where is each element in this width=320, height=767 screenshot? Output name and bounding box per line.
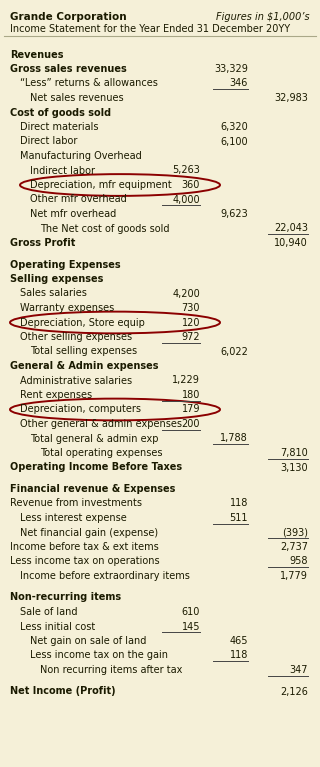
Text: 1,779: 1,779 (280, 571, 308, 581)
Text: Total operating expenses: Total operating expenses (40, 448, 163, 458)
Text: Gross Profit: Gross Profit (10, 238, 76, 248)
Text: Operating Income Before Taxes: Operating Income Before Taxes (10, 463, 182, 472)
Text: 972: 972 (181, 332, 200, 342)
Text: “Less” returns & allowances: “Less” returns & allowances (20, 78, 158, 88)
Text: Net gain on sale of land: Net gain on sale of land (30, 636, 146, 646)
Text: 120: 120 (181, 318, 200, 328)
Text: Financial revenue & Expenses: Financial revenue & Expenses (10, 484, 175, 494)
Text: Non-recurring items: Non-recurring items (10, 592, 121, 603)
Text: 610: 610 (182, 607, 200, 617)
Text: Direct labor: Direct labor (20, 137, 77, 146)
Text: Net financial gain (expense): Net financial gain (expense) (20, 528, 158, 538)
Text: Depreciation, mfr equipment: Depreciation, mfr equipment (30, 180, 172, 190)
Text: Sales salaries: Sales salaries (20, 288, 87, 298)
Text: 10,940: 10,940 (274, 238, 308, 248)
Text: Less interest expense: Less interest expense (20, 513, 127, 523)
Text: Direct materials: Direct materials (20, 122, 99, 132)
Text: 179: 179 (181, 404, 200, 414)
Text: Warranty expenses: Warranty expenses (20, 303, 114, 313)
Text: Grande Corporation: Grande Corporation (10, 12, 127, 22)
Text: Revenue from investments: Revenue from investments (10, 499, 142, 509)
Text: Revenues: Revenues (10, 50, 63, 60)
Text: Other selling expenses: Other selling expenses (20, 332, 132, 342)
Text: 145: 145 (181, 621, 200, 631)
Text: Non recurring items after tax: Non recurring items after tax (40, 665, 182, 675)
Text: Less income tax on operations: Less income tax on operations (10, 557, 160, 567)
Text: 7,810: 7,810 (280, 448, 308, 458)
Text: Depreciation, Store equip: Depreciation, Store equip (20, 318, 145, 328)
Text: Income before tax & ext items: Income before tax & ext items (10, 542, 159, 552)
Text: 3,130: 3,130 (280, 463, 308, 472)
Text: 32,983: 32,983 (274, 93, 308, 103)
Text: General & Admin expenses: General & Admin expenses (10, 361, 158, 371)
Text: 360: 360 (182, 180, 200, 190)
Text: (393): (393) (282, 528, 308, 538)
Text: 118: 118 (230, 499, 248, 509)
Text: Income before extraordinary items: Income before extraordinary items (20, 571, 190, 581)
Text: Total general & admin exp: Total general & admin exp (30, 433, 158, 443)
Text: Administrative salaries: Administrative salaries (20, 376, 132, 386)
Text: Income Statement for the Year Ended 31 December 20YY: Income Statement for the Year Ended 31 D… (10, 24, 290, 34)
Text: 2,126: 2,126 (280, 686, 308, 696)
Text: 2,737: 2,737 (280, 542, 308, 552)
Text: 6,100: 6,100 (220, 137, 248, 146)
Text: 1,229: 1,229 (172, 376, 200, 386)
Text: 465: 465 (229, 636, 248, 646)
Text: 9,623: 9,623 (220, 209, 248, 219)
Text: Net sales revenues: Net sales revenues (30, 93, 124, 103)
Text: 6,022: 6,022 (220, 347, 248, 357)
Text: Sale of land: Sale of land (20, 607, 77, 617)
Text: 180: 180 (182, 390, 200, 400)
Text: Net mfr overhead: Net mfr overhead (30, 209, 116, 219)
Text: Total selling expenses: Total selling expenses (30, 347, 137, 357)
Text: 6,320: 6,320 (220, 122, 248, 132)
Text: 4,000: 4,000 (172, 195, 200, 205)
Text: 1,788: 1,788 (220, 433, 248, 443)
Text: Indirect labor: Indirect labor (30, 166, 95, 176)
Text: 958: 958 (290, 557, 308, 567)
Text: Gross sales revenues: Gross sales revenues (10, 64, 127, 74)
Text: Operating Expenses: Operating Expenses (10, 259, 121, 269)
Text: 22,043: 22,043 (274, 223, 308, 233)
Text: Other general & admin expenses: Other general & admin expenses (20, 419, 182, 429)
Text: Manufacturing Overhead: Manufacturing Overhead (20, 151, 142, 161)
Text: 347: 347 (290, 665, 308, 675)
Text: Cost of goods sold: Cost of goods sold (10, 107, 111, 117)
Text: Net Income (Profit): Net Income (Profit) (10, 686, 116, 696)
Text: 346: 346 (230, 78, 248, 88)
Text: Figures in $1,000’s: Figures in $1,000’s (216, 12, 310, 22)
Text: Depreciation, computers: Depreciation, computers (20, 404, 141, 414)
Text: 118: 118 (230, 650, 248, 660)
Text: 730: 730 (181, 303, 200, 313)
Text: Less initial cost: Less initial cost (20, 621, 95, 631)
Text: 5,263: 5,263 (172, 166, 200, 176)
Text: Selling expenses: Selling expenses (10, 274, 103, 284)
Text: 4,200: 4,200 (172, 288, 200, 298)
Text: 200: 200 (181, 419, 200, 429)
Text: Less income tax on the gain: Less income tax on the gain (30, 650, 168, 660)
Text: Other mfr overhead: Other mfr overhead (30, 195, 127, 205)
Text: 511: 511 (229, 513, 248, 523)
Text: 33,329: 33,329 (214, 64, 248, 74)
Text: Rent expenses: Rent expenses (20, 390, 92, 400)
Text: The Net cost of goods sold: The Net cost of goods sold (40, 223, 170, 233)
